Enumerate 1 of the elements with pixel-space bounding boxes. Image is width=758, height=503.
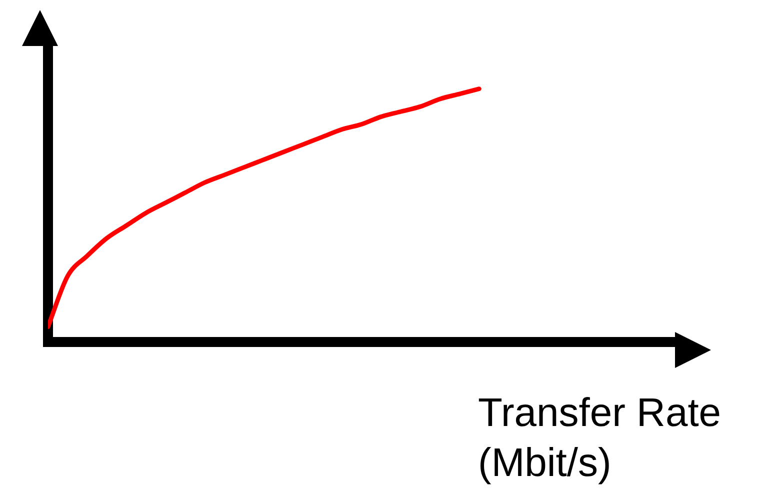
x-axis-title: Transfer Rate (Mbit/s)	[478, 390, 722, 487]
